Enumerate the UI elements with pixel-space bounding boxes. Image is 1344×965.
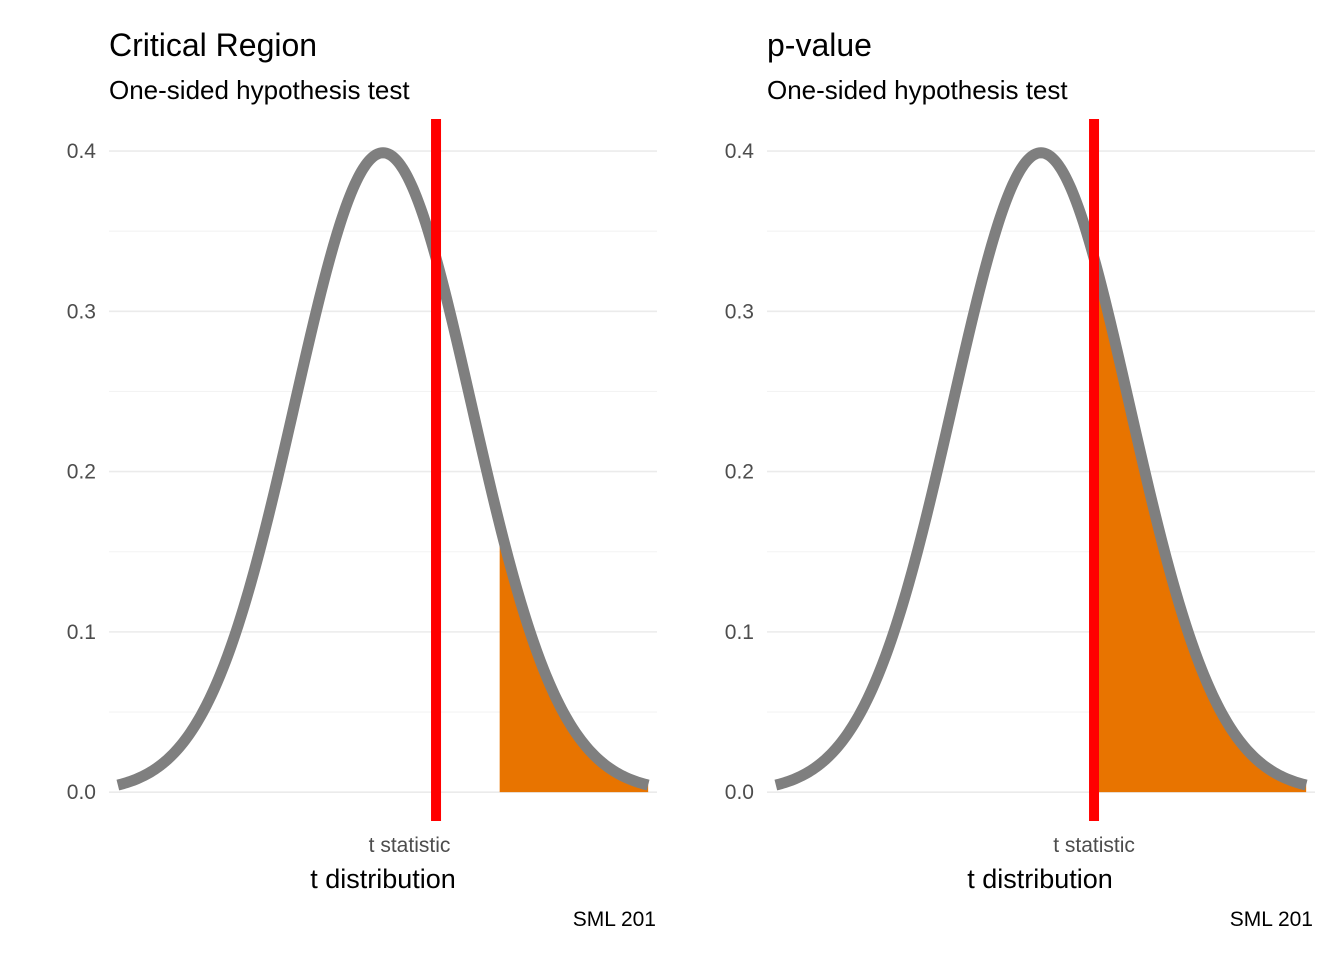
shaded-region [499,524,649,793]
density-curve [114,147,652,791]
chart-title: p-value [767,27,872,63]
y-tick-label: 0.1 [725,621,754,644]
y-tick-label: 0.4 [725,140,755,163]
y-tick-label: 0.2 [725,461,754,484]
x-axis-label: t distribution [310,864,456,894]
grid: 0.0 0.1 0.2 0.3 0.4 [725,140,1315,804]
x-tick-label: t statistic [369,834,451,857]
y-tick-label: 0.0 [725,781,754,804]
y-tick-label: 0.0 [67,781,96,804]
chart-caption: SML 201 [1230,908,1313,931]
grid: 0.0 0.1 0.2 0.3 0.4 [67,140,657,804]
x-tick-label: t statistic [1053,834,1135,857]
y-tick-label: 0.4 [67,140,97,163]
y-tick-label: 0.3 [67,300,96,323]
panel-critical-region: 0.0 0.1 0.2 0.3 0.4 Critical Region One-side… [67,27,657,931]
chart-subtitle: One-sided hypothesis test [109,75,410,105]
panel-p-value: 0.0 0.1 0.2 0.3 0.4 p-value One-sided hypoth… [725,27,1315,931]
x-axis-label: t distribution [967,864,1113,894]
y-tick-label: 0.3 [725,300,754,323]
chart-title: Critical Region [109,27,317,63]
y-tick-label: 0.2 [67,461,96,484]
chart-caption: SML 201 [573,908,656,931]
chart-subtitle: One-sided hypothesis test [767,75,1068,105]
y-tick-label: 0.1 [67,621,96,644]
shaded-region [1094,258,1307,793]
density-curve [772,147,1310,791]
